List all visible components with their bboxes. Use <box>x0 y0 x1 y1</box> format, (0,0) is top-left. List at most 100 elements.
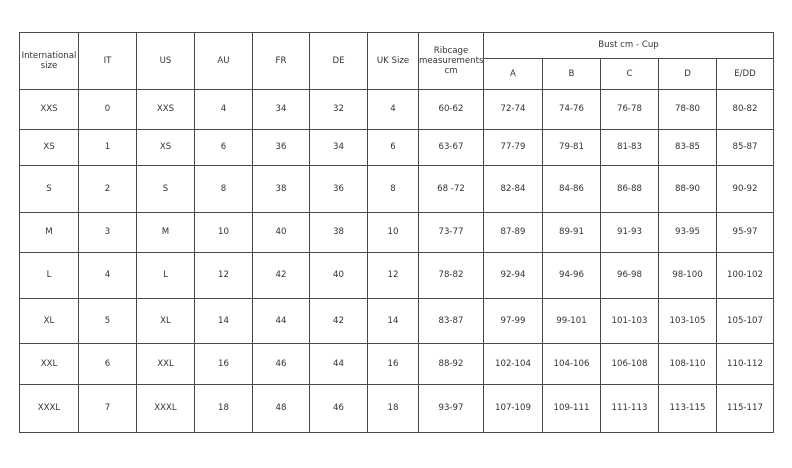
header-it: IT <box>78 32 137 90</box>
table-cell: 46 <box>309 384 368 433</box>
table-cell: 87-89 <box>483 212 543 253</box>
table-cell: 3 <box>78 212 137 253</box>
table-cell: 82-84 <box>483 165 543 213</box>
table-cell: 93-97 <box>418 384 484 433</box>
table-cell: 6 <box>194 129 253 166</box>
table-row: XS 1 XS 6 36 34 6 63-67 77-79 79-81 81-83 83-85 85-8… <box>19 129 774 166</box>
header-cup-c: C <box>600 58 659 90</box>
table-cell: 14 <box>367 298 419 344</box>
table-cell: XL <box>136 298 195 344</box>
table-cell: 97-99 <box>483 298 543 344</box>
table-cell: 102-104 <box>483 343 543 385</box>
header-international-size: International size <box>19 32 79 90</box>
table-row: XXL 6 XXL 16 46 44 16 88-92 102-104 104-106 106-10… <box>19 343 774 385</box>
table-row: XXXL 7 XXXL 18 48 46 18 93-97 107-109 109-111 111-… <box>19 384 774 433</box>
table-cell: 36 <box>309 165 368 213</box>
table-cell: XXS <box>136 89 195 130</box>
table-cell: 38 <box>309 212 368 253</box>
table-cell: XXL <box>136 343 195 385</box>
table-cell: 18 <box>367 384 419 433</box>
table-cell: 86-88 <box>600 165 659 213</box>
table-cell: 40 <box>309 252 368 299</box>
table-cell: 44 <box>252 298 310 344</box>
table-cell: 78-80 <box>658 89 717 130</box>
table-cell: 115-117 <box>716 384 774 433</box>
table-cell: 68 -72 <box>418 165 484 213</box>
table-cell: 89-91 <box>542 212 601 253</box>
table-cell: 105-107 <box>716 298 774 344</box>
table-cell: 80-82 <box>716 89 774 130</box>
table-cell: 93-95 <box>658 212 717 253</box>
table-cell: 100-102 <box>716 252 774 299</box>
table-cell: 109-111 <box>542 384 601 433</box>
table-cell: 73-77 <box>418 212 484 253</box>
table-row: M 3 M 10 40 38 10 73-77 87-89 89-91 91-93 93-95 95-9… <box>19 212 774 253</box>
table-cell: 81-83 <box>600 129 659 166</box>
table-cell: 2 <box>78 165 137 213</box>
table-cell: 78-82 <box>418 252 484 299</box>
table-cell: 4 <box>367 89 419 130</box>
table-cell: 106-108 <box>600 343 659 385</box>
table-cell: 60-62 <box>418 89 484 130</box>
table-cell: 113-115 <box>658 384 717 433</box>
table-cell: 10 <box>367 212 419 253</box>
table-cell: 108-110 <box>658 343 717 385</box>
table-cell: 16 <box>194 343 253 385</box>
table-cell: M <box>19 212 79 253</box>
table-cell: 7 <box>78 384 137 433</box>
table-cell: S <box>19 165 79 213</box>
header-uk-size: UK Size <box>367 32 419 90</box>
table-cell: 42 <box>309 298 368 344</box>
header-ribcage: Ribcage measurements cm <box>418 32 484 90</box>
table-cell: 79-81 <box>542 129 601 166</box>
table-cell: 76-78 <box>600 89 659 130</box>
table-cell: 101-103 <box>600 298 659 344</box>
table-cell: XS <box>19 129 79 166</box>
table-body: XXS 0 XXS 4 34 32 4 60-62 72-74 74-76 76-78 78-80 80… <box>19 89 774 433</box>
table-row: XXS 0 XXS 4 34 32 4 60-62 72-74 74-76 76-78 78-80 80… <box>19 89 774 130</box>
table-cell: 5 <box>78 298 137 344</box>
table-cell: 104-106 <box>542 343 601 385</box>
table-cell: 107-109 <box>483 384 543 433</box>
table-cell: 96-98 <box>600 252 659 299</box>
table-cell: 85-87 <box>716 129 774 166</box>
table-cell: 83-85 <box>658 129 717 166</box>
table-cell: XXXL <box>136 384 195 433</box>
table-cell: 32 <box>309 89 368 130</box>
table-cell: 48 <box>252 384 310 433</box>
table-cell: 12 <box>194 252 253 299</box>
header-bust-cup: Bust cm - Cup <box>483 32 774 59</box>
table-cell: 8 <box>194 165 253 213</box>
table-cell: M <box>136 212 195 253</box>
table-cell: 38 <box>252 165 310 213</box>
table-cell: 6 <box>367 129 419 166</box>
table-cell: 12 <box>367 252 419 299</box>
table-cell: 10 <box>194 212 253 253</box>
table-cell: L <box>136 252 195 299</box>
table-cell: 103-105 <box>658 298 717 344</box>
table-cell: 91-93 <box>600 212 659 253</box>
table-cell: 36 <box>252 129 310 166</box>
table-cell: 90-92 <box>716 165 774 213</box>
table-cell: 95-97 <box>716 212 774 253</box>
header-de: DE <box>309 32 368 90</box>
size-chart-table: International size IT US AU FR DE UK Siz… <box>19 32 774 433</box>
table-cell: 8 <box>367 165 419 213</box>
table-cell: XL <box>19 298 79 344</box>
header-cup-e-dd: E/DD <box>716 58 774 90</box>
table-cell: 110-112 <box>716 343 774 385</box>
table-cell: 88-92 <box>418 343 484 385</box>
table-cell: XXXL <box>19 384 79 433</box>
header-fr: FR <box>252 32 310 90</box>
table-cell: 40 <box>252 212 310 253</box>
table-cell: 99-101 <box>542 298 601 344</box>
table-cell: 77-79 <box>483 129 543 166</box>
table-cell: 84-86 <box>542 165 601 213</box>
table-cell: 34 <box>309 129 368 166</box>
header-cup-d: D <box>658 58 717 90</box>
table-cell: 88-90 <box>658 165 717 213</box>
table-cell: L <box>19 252 79 299</box>
table-cell: XS <box>136 129 195 166</box>
table-cell: 4 <box>194 89 253 130</box>
header-cup-b: B <box>542 58 601 90</box>
